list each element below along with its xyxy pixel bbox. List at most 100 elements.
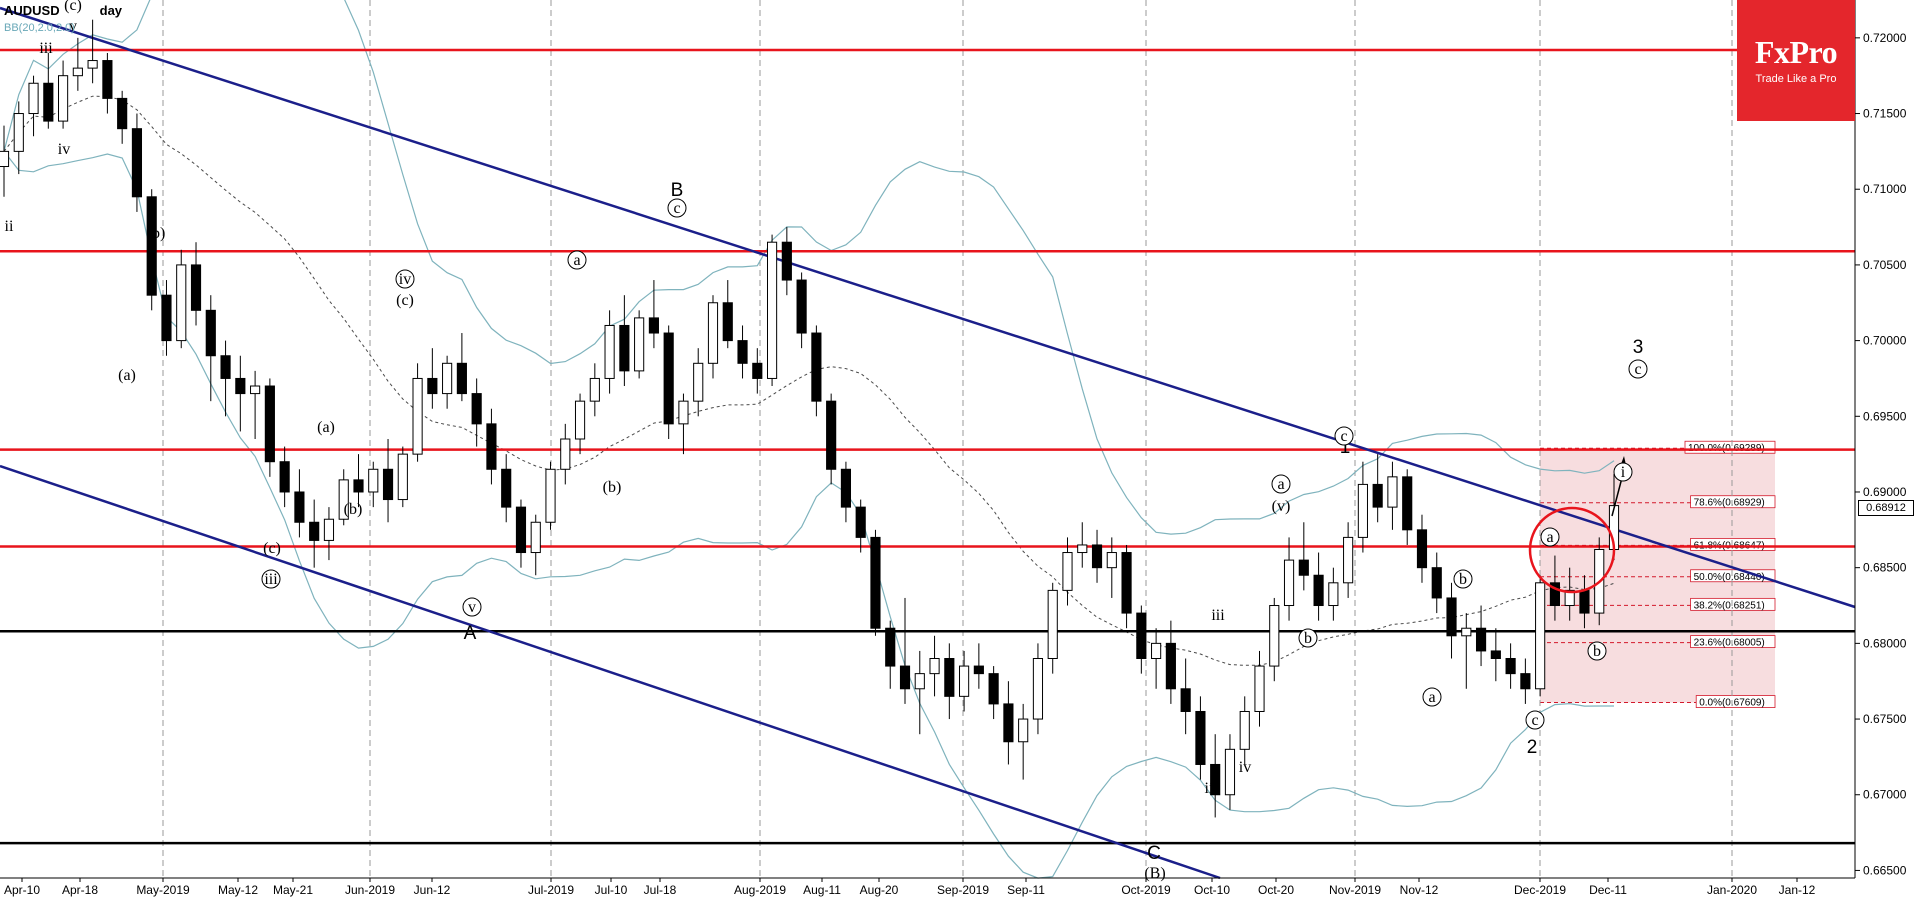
candle-bear xyxy=(796,279,807,334)
candle-bear xyxy=(1298,559,1309,576)
candle-bull xyxy=(1047,589,1058,660)
fib-label-box xyxy=(1695,695,1776,708)
fib-label: 50.0%(0.68440) xyxy=(1694,572,1765,583)
candle-bull xyxy=(13,113,24,152)
candle-bull xyxy=(397,453,408,501)
wave-label: (a) xyxy=(317,419,335,436)
y-tick-label: 0.69000 xyxy=(1863,485,1907,499)
wave-label: v xyxy=(69,18,77,35)
wave-label: b xyxy=(1593,643,1601,660)
x-tick-label: Jun-12 xyxy=(414,883,451,897)
candle-bear xyxy=(102,60,113,99)
bollinger-middle xyxy=(3,95,1615,666)
brand-tagline: Trade Like a Pro xyxy=(1755,73,1837,85)
candle-bear xyxy=(1180,688,1191,712)
fib-label-box xyxy=(1690,495,1776,509)
wave-label: c xyxy=(1340,428,1347,445)
wave-label: (c) xyxy=(396,292,414,309)
x-tick-label: Dec-11 xyxy=(1589,883,1627,897)
candle-bear xyxy=(840,468,852,508)
last-price-tag: 0.68912 xyxy=(1858,500,1914,516)
wave-label: (c) xyxy=(64,0,82,14)
y-tick-label: 0.68500 xyxy=(1863,561,1907,575)
candle-bear xyxy=(456,362,467,395)
wave-label: iii xyxy=(1211,607,1225,624)
candle-bear xyxy=(190,264,202,311)
candle-bull xyxy=(1032,658,1044,720)
wave-label: iii xyxy=(264,571,278,588)
wave-label: (a) xyxy=(118,367,136,384)
candle-bear xyxy=(117,97,128,130)
candle-bear xyxy=(146,196,157,296)
candle-bull xyxy=(574,400,586,440)
x-tick-label: Apr-10 xyxy=(4,883,40,897)
wave-label-circle xyxy=(1334,426,1354,446)
wave-label: i xyxy=(1621,464,1626,481)
wave-label: c xyxy=(1634,361,1641,378)
fib-label: 38.2%(0.68251) xyxy=(1694,600,1765,611)
candle-bull xyxy=(72,67,83,77)
y-tick-label: 0.66500 xyxy=(1863,863,1907,877)
candle-bear xyxy=(1210,763,1221,796)
x-tick-label: May-12 xyxy=(218,883,258,897)
wave-label: iv xyxy=(399,271,411,288)
y-tick-label: 0.70500 xyxy=(1863,258,1907,272)
candle-bull xyxy=(604,324,615,379)
candle-bull xyxy=(338,479,349,520)
candle-bear xyxy=(1416,529,1428,569)
wave-label: (B) xyxy=(1144,865,1165,882)
candle-bull xyxy=(914,673,925,690)
candle-bull xyxy=(589,377,600,402)
candle-bull xyxy=(545,468,556,523)
candle-bear xyxy=(1431,567,1442,599)
candle-bear xyxy=(264,385,275,463)
x-tick-label: Apr-18 xyxy=(62,883,98,897)
candle-bear xyxy=(1091,544,1103,569)
indicator-label: BB(20,2.0,2.0) xyxy=(4,22,75,34)
candle-bear xyxy=(1490,650,1501,659)
wave-label-circle xyxy=(1613,462,1633,482)
wave-label: 1 xyxy=(1340,437,1351,458)
candle-bull xyxy=(766,241,778,379)
x-tick-label: Dec-2019 xyxy=(1514,883,1566,897)
wave-label: (b) xyxy=(147,225,166,242)
candle-bull xyxy=(176,264,187,342)
candle-bear xyxy=(899,665,911,690)
fib-label-box xyxy=(1690,635,1776,649)
candle-bear xyxy=(131,128,143,198)
wave-label: ii xyxy=(5,218,14,235)
x-tick-label: Jan-2020 xyxy=(1707,883,1757,897)
candle-bear xyxy=(515,506,527,554)
candle-bear xyxy=(161,294,172,342)
candle-bull xyxy=(250,385,261,395)
candle-bull xyxy=(929,658,940,675)
fib-label: 78.6%(0.68929) xyxy=(1694,498,1765,509)
wave-label-circle xyxy=(667,198,687,218)
wave-label: b xyxy=(1304,630,1312,647)
wave-label: a xyxy=(1277,476,1284,493)
candle-bull xyxy=(323,518,335,541)
wave-label: (b) xyxy=(603,479,622,496)
candle-bull xyxy=(442,362,453,395)
candle-bull xyxy=(1239,710,1250,750)
candle-bear xyxy=(1579,589,1590,614)
candle-bull xyxy=(1343,536,1354,584)
fxpro-logo: FxPro Trade Like a Pro xyxy=(1737,0,1855,121)
wave-label: i xyxy=(1172,663,1177,680)
y-tick-label: 0.70000 xyxy=(1863,334,1907,348)
candle-bull xyxy=(1387,476,1398,508)
wave-label-circle xyxy=(1540,527,1560,547)
candle-bear xyxy=(944,658,955,697)
candle-bull xyxy=(1564,589,1575,607)
x-tick-label: Aug-20 xyxy=(860,883,899,897)
candle-bull xyxy=(707,302,719,364)
fib-label-box xyxy=(1690,569,1776,583)
candle-bull xyxy=(1254,665,1265,712)
candle-bear xyxy=(1372,483,1383,508)
wave-label-circle xyxy=(1422,687,1442,707)
wave-label: (c) xyxy=(263,540,281,557)
candle-bull xyxy=(1357,483,1368,538)
x-tick-label: May-2019 xyxy=(136,883,190,897)
